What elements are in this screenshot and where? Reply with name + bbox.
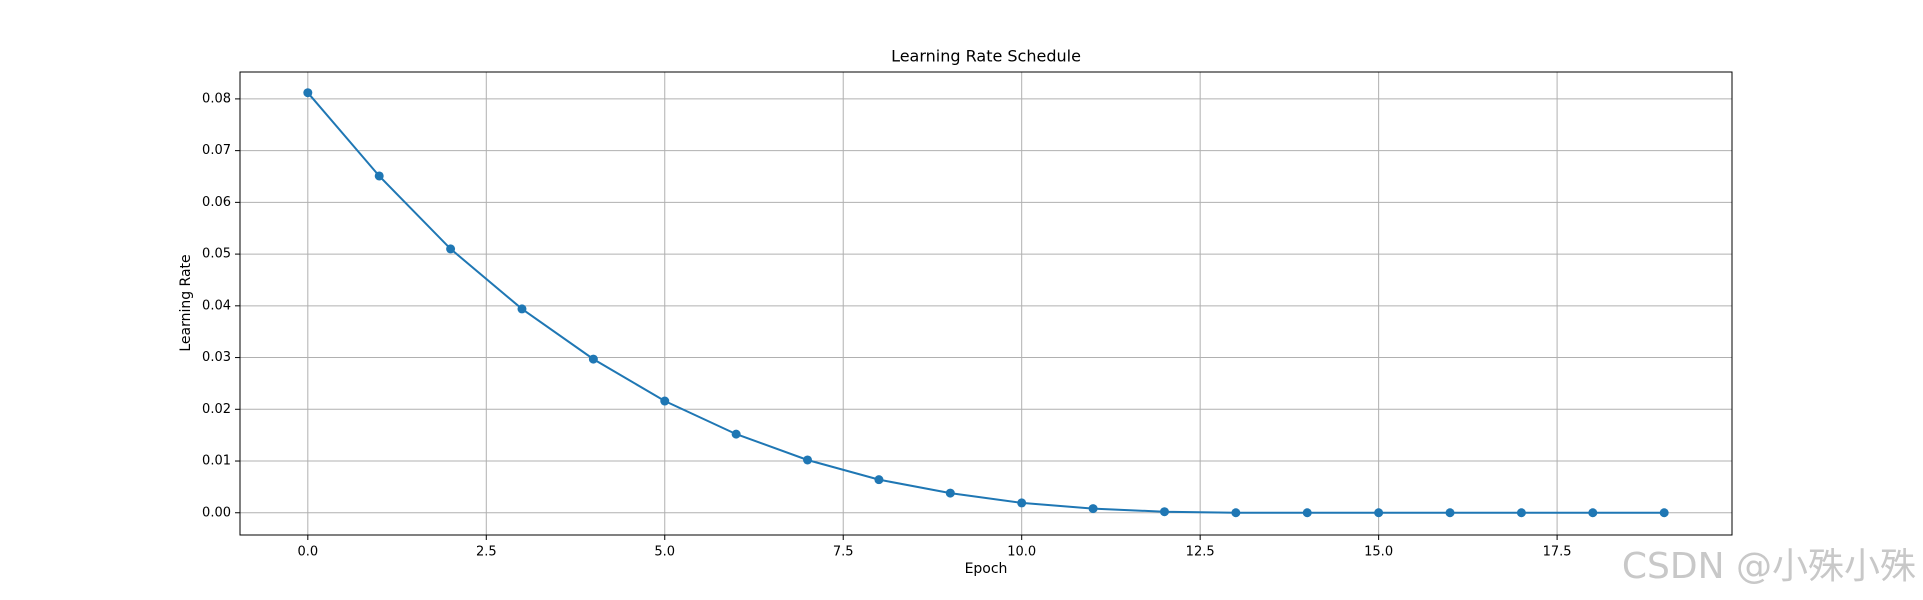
y-tick-label: 0.07 <box>202 143 231 158</box>
y-tick-label: 0.04 <box>202 298 231 313</box>
data-point <box>1516 508 1526 518</box>
y-tick-label: 0.01 <box>202 454 231 469</box>
y-tick-label: 0.08 <box>202 91 231 106</box>
data-point <box>303 88 313 98</box>
x-tick-label: 7.5 <box>833 545 854 560</box>
x-tick-label: 2.5 <box>476 545 497 560</box>
x-tick-label: 10.0 <box>1007 545 1036 560</box>
watermark: CSDN @小殊小殊 <box>1622 546 1916 587</box>
data-point <box>517 304 527 314</box>
data-point <box>1088 504 1098 514</box>
data-point <box>1659 508 1669 518</box>
series-line <box>307 92 1665 514</box>
x-axis-label: Epoch <box>965 561 1008 577</box>
data-point <box>1588 508 1598 518</box>
data-point <box>1374 508 1384 518</box>
data-point <box>1231 508 1241 518</box>
data-point <box>731 429 741 439</box>
data-point <box>660 396 670 406</box>
y-tick-label: 0.05 <box>202 247 231 262</box>
x-tick-label: 17.5 <box>1543 545 1572 560</box>
data-point <box>945 488 955 498</box>
data-point <box>1017 498 1027 508</box>
data-point <box>874 475 884 485</box>
x-tick-label: 5.0 <box>654 545 675 560</box>
data-point <box>588 354 598 364</box>
x-tick-label: 12.5 <box>1186 545 1215 560</box>
x-tick-label: 0.0 <box>297 545 318 560</box>
data-point <box>1445 508 1455 518</box>
data-point <box>1159 507 1169 517</box>
plot-frame <box>239 71 1733 536</box>
y-tick-label: 0.00 <box>202 505 231 520</box>
y-tick-label: 0.06 <box>202 195 231 210</box>
data-point <box>374 171 384 181</box>
chart-title: Learning Rate Schedule <box>891 47 1081 66</box>
data-point <box>1302 508 1312 518</box>
x-tick-label: 15.0 <box>1364 545 1393 560</box>
y-tick-label: 0.02 <box>202 402 231 417</box>
data-point <box>446 244 456 254</box>
y-tick-label: 0.03 <box>202 350 231 365</box>
data-point <box>803 455 813 465</box>
y-axis-label: Learning Rate <box>178 254 194 351</box>
